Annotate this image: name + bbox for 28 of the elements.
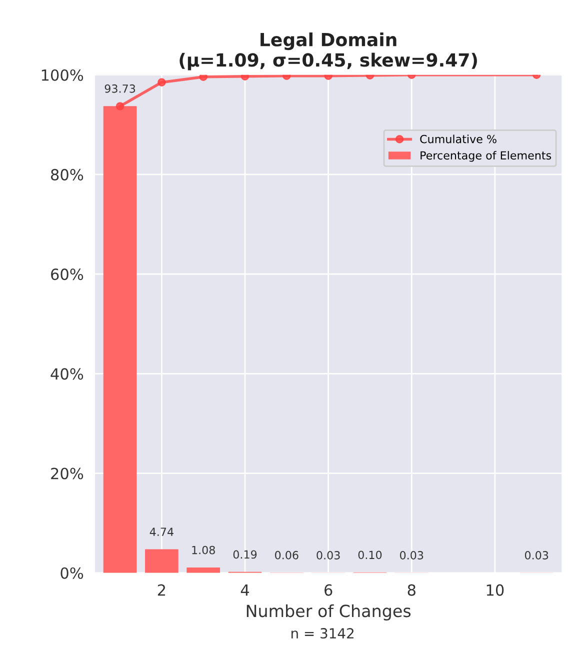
data-label: 0.06 — [275, 550, 298, 560]
text: n = 3142 — [292, 628, 354, 639]
data-label: 1.08 — [192, 546, 215, 554]
y-tick-label: 100% — [42, 69, 84, 81]
x-tick-label: 4 — [240, 584, 250, 596]
data-label: 0.10 — [358, 550, 382, 560]
data-label: 0.03 — [400, 551, 424, 560]
data-label: 93.73 — [104, 84, 136, 93]
bar — [103, 106, 137, 573]
y-tick-label: 80% — [51, 168, 84, 180]
legend-label: Cumulative % — [420, 134, 496, 144]
y-tick-label: 40% — [50, 368, 84, 380]
bar — [186, 568, 220, 573]
bar — [145, 549, 178, 573]
x-tick-label: 6 — [324, 584, 332, 596]
x-tick-label: 8 — [408, 584, 416, 596]
data-label: 0.03 — [316, 551, 340, 560]
data-label: 0.19 — [233, 550, 257, 559]
x-tick-label: 10 — [486, 584, 504, 596]
x-axis-title: Number of Changes — [246, 604, 411, 620]
chart-title: Legal Domain (μ=1.09, σ=0.45, skew=9.47) — [180, 32, 477, 70]
y-tick-label: 0% — [60, 567, 84, 579]
x-tick-label: 2 — [158, 584, 166, 596]
data-label: 0.03 — [524, 551, 548, 560]
data-label: 4.74 — [150, 528, 174, 536]
legend-label: Percentage of Elements — [420, 150, 552, 162]
y-tick-label: 60% — [51, 268, 84, 280]
y-tick-label: 20% — [51, 468, 84, 480]
